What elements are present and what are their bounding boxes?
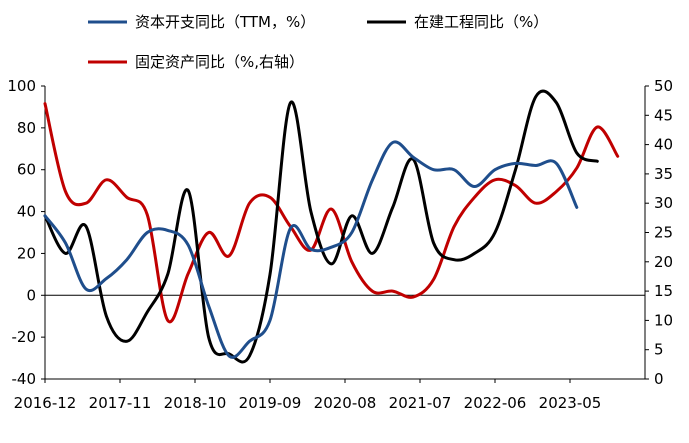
series-line-1 xyxy=(43,89,599,364)
x-tick-label: 2019-09 xyxy=(239,394,302,412)
y-right-tick-label: 30 xyxy=(654,194,673,212)
legend-label-1: 在建工程同比（%） xyxy=(414,13,548,31)
legend-label-2: 固定资产同比（%,右轴） xyxy=(135,53,304,71)
y-left-tick-label: 0 xyxy=(26,286,36,304)
y-left-tick-label: 80 xyxy=(17,119,36,137)
x-tick-label: 2017-11 xyxy=(89,394,152,412)
y-right-tick-label: 10 xyxy=(654,311,673,329)
y-right-tick-label: 5 xyxy=(654,341,664,359)
y-right-tick-label: 45 xyxy=(654,106,673,124)
y-right-tick-label: 20 xyxy=(654,253,673,271)
y-right-tick-label: 35 xyxy=(654,165,673,183)
x-tick-label: 2020-08 xyxy=(314,394,377,412)
x-tick-label: 2021-07 xyxy=(389,394,452,412)
series-line-2 xyxy=(43,102,620,324)
y-right-tick-label: 50 xyxy=(654,77,673,95)
axes: 100806040200-20-405045403530252015105020… xyxy=(7,77,673,412)
series-group xyxy=(43,89,620,364)
y-right-tick-label: 15 xyxy=(654,282,673,300)
y-right-tick-label: 0 xyxy=(654,370,664,388)
legend-label-0: 资本开支同比（TTM，%） xyxy=(135,13,315,31)
x-tick-label: 2023-05 xyxy=(539,394,602,412)
y-left-tick-label: -40 xyxy=(12,370,37,388)
y-left-tick-label: 20 xyxy=(17,244,36,262)
y-left-tick-label: 100 xyxy=(7,77,36,95)
x-tick-label: 2022-06 xyxy=(464,394,527,412)
y-right-tick-label: 40 xyxy=(654,136,673,154)
series-line-0 xyxy=(43,140,579,359)
y-right-tick-label: 25 xyxy=(654,224,673,242)
x-tick-label: 2016-12 xyxy=(14,394,77,412)
legend: 资本开支同比（TTM，%） 在建工程同比（%） 固定资产同比（%,右轴） xyxy=(88,13,548,71)
x-tick-label: 2018-10 xyxy=(164,394,227,412)
y-left-tick-label: 40 xyxy=(17,203,36,221)
y-left-tick-label: -20 xyxy=(12,328,37,346)
y-left-tick-label: 60 xyxy=(17,161,36,179)
